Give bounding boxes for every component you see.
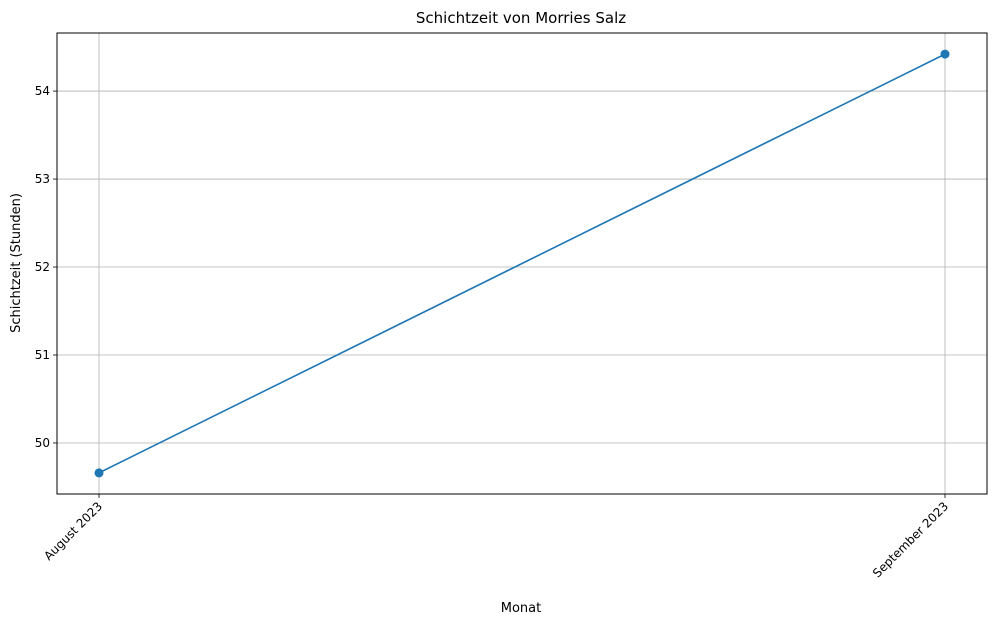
y-tick-label: 51 <box>35 348 50 362</box>
x-tick-label: September 2023 <box>870 499 951 580</box>
y-tick-label: 54 <box>35 84 50 98</box>
series-layer <box>94 49 950 478</box>
y-axis: 50 51 52 53 54 <box>35 84 57 450</box>
x-axis: August 2023 September 2023 <box>41 494 951 580</box>
series-line <box>98 53 946 474</box>
y-tick-label: 52 <box>35 260 50 274</box>
data-point <box>940 49 950 59</box>
x-axis-label: Monat <box>501 601 541 616</box>
grid-lines <box>57 33 987 494</box>
y-tick-label: 50 <box>35 436 50 450</box>
data-point <box>94 468 104 478</box>
plot-area-frame <box>56 32 988 495</box>
y-axis-label: Schichtzeit (Stunden) <box>9 193 24 333</box>
y-tick-label: 53 <box>35 172 50 186</box>
chart-title: Schichtzeit von Morries Salz <box>416 9 626 27</box>
x-tick-label: August 2023 <box>41 499 105 563</box>
